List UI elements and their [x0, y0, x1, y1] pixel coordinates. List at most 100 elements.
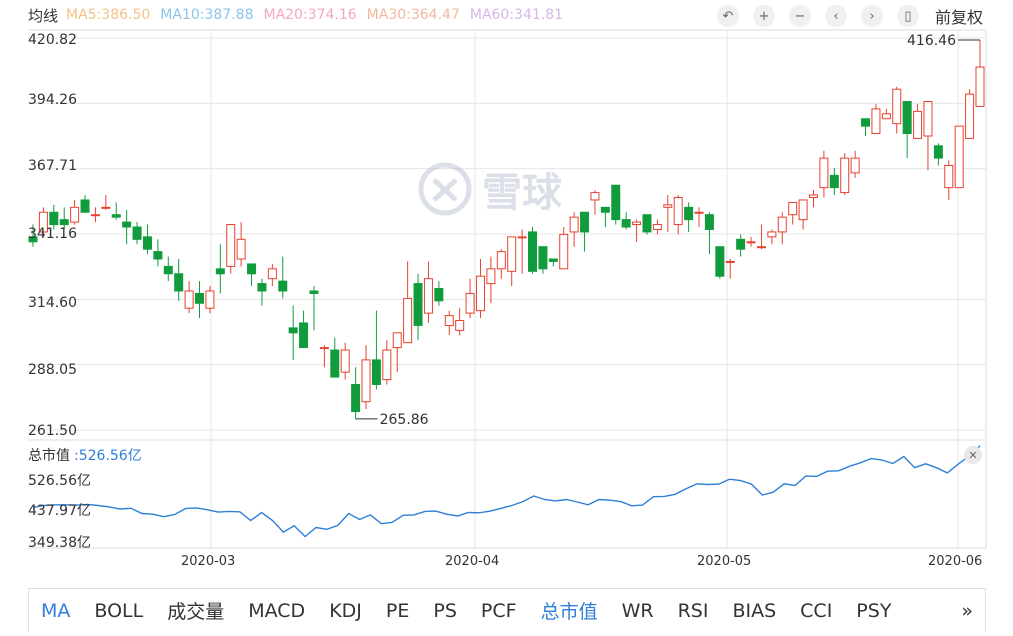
market-cap-line — [32, 445, 981, 538]
candle — [174, 258, 184, 301]
candle — [746, 236, 756, 247]
candle — [38, 207, 48, 237]
candle-body — [611, 184, 621, 221]
candle — [90, 207, 100, 223]
chevron-left-icon[interactable]: ‹ — [824, 5, 847, 27]
tab-ps[interactable]: PS — [433, 599, 457, 622]
adjust-mode-button[interactable]: 前复权 — [934, 8, 983, 27]
chevron-right-icon[interactable]: › — [860, 5, 883, 27]
candle-body — [351, 383, 361, 413]
watermark: 雪球 — [418, 160, 562, 218]
candle — [975, 40, 985, 107]
candle — [923, 101, 933, 171]
candle — [913, 103, 923, 139]
candle — [871, 103, 881, 135]
candle — [611, 184, 621, 225]
candle-body — [944, 165, 954, 189]
candle-body — [902, 101, 912, 135]
candle — [59, 207, 69, 230]
candle — [309, 286, 319, 331]
tab-macd[interactable]: MACD — [248, 599, 306, 622]
candle-body — [132, 226, 142, 240]
candle-body — [247, 263, 257, 275]
candle-body — [715, 246, 725, 277]
candle-body — [694, 211, 704, 214]
candle — [382, 340, 392, 385]
tab-wr[interactable]: WR — [621, 599, 654, 622]
candle-body — [746, 241, 756, 244]
y-tick-label: 420.82 — [28, 32, 77, 48]
candle-body — [590, 192, 600, 201]
candle-body — [28, 236, 38, 243]
candle — [184, 281, 194, 314]
candle — [70, 199, 80, 225]
tab-ma[interactable]: MA — [41, 599, 71, 622]
tab-kdj[interactable]: KDJ — [329, 599, 362, 622]
candle-body — [205, 290, 215, 309]
candle — [455, 308, 465, 336]
candle — [205, 286, 215, 314]
candle — [257, 278, 267, 306]
candle — [704, 212, 714, 255]
candle-body — [319, 347, 329, 350]
tab-boll[interactable]: BOLL — [94, 599, 144, 622]
x-tick-label: 2020-03 — [181, 554, 236, 569]
candle — [475, 258, 485, 319]
candle — [694, 207, 704, 228]
candle-body — [496, 251, 506, 270]
candle-body — [330, 349, 340, 378]
candle — [881, 108, 891, 120]
tab-cci[interactable]: CCI — [800, 599, 833, 622]
candle-body — [538, 246, 548, 270]
candle — [80, 195, 90, 213]
candle-body — [736, 238, 746, 250]
tab-psy[interactable]: PSY — [856, 599, 892, 622]
tab-volume[interactable]: 成交量 — [167, 601, 225, 623]
minus-icon[interactable]: − — [788, 5, 811, 27]
tab-market-cap[interactable]: 总市值 — [540, 601, 598, 623]
candle-body — [423, 278, 433, 314]
candle-body — [673, 196, 683, 226]
close-icon[interactable]: ✕ — [964, 446, 982, 464]
more-tabs-button[interactable]: » — [961, 599, 973, 622]
candle-body — [340, 349, 350, 373]
candle-body — [965, 93, 975, 139]
candle — [465, 278, 475, 319]
ma5-label: MA5:386.50 — [66, 7, 151, 23]
plus-icon[interactable]: + — [752, 5, 775, 27]
sub-y-tick-label: 526.56亿 — [28, 473, 91, 489]
tab-rsi[interactable]: RSI — [677, 599, 709, 622]
candle — [954, 125, 964, 189]
candle-body — [829, 174, 839, 189]
candle — [829, 167, 839, 196]
ma30-label: MA30:364.47 — [366, 7, 460, 23]
tab-pe[interactable]: PE — [385, 599, 410, 622]
candle-body — [236, 238, 246, 260]
candle — [340, 342, 350, 380]
candle-body — [684, 206, 694, 221]
candle-body — [975, 66, 985, 107]
candle-body — [528, 231, 538, 272]
fit-icon[interactable]: ▯ — [896, 5, 919, 27]
candle — [392, 332, 402, 373]
candle-body — [840, 157, 850, 194]
candle-body — [861, 118, 871, 127]
candle — [319, 345, 329, 368]
candle — [101, 195, 111, 210]
tab-pcf[interactable]: PCF — [480, 599, 517, 622]
candle — [736, 234, 746, 257]
candle-body — [111, 214, 121, 218]
candle-body — [881, 113, 891, 120]
candle-body — [163, 265, 173, 275]
candle-body — [788, 201, 798, 216]
candle — [715, 246, 725, 279]
tab-bias[interactable]: BIAS — [732, 599, 777, 622]
undo-icon[interactable]: ↶ — [716, 5, 739, 27]
candle — [808, 190, 818, 208]
candle-body — [767, 231, 777, 238]
candle — [538, 246, 548, 274]
candle-body — [850, 157, 860, 174]
candle-body — [142, 236, 152, 250]
candle — [944, 160, 954, 200]
